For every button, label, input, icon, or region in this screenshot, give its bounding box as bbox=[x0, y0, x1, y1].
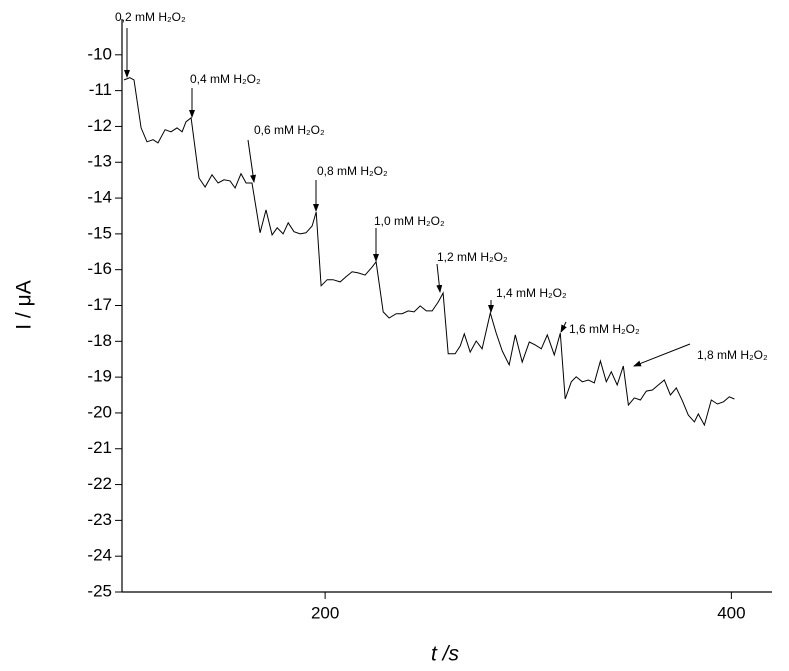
y-tick-label: -23 bbox=[87, 510, 112, 529]
y-tick-label: -19 bbox=[87, 367, 112, 386]
data-line bbox=[123, 77, 735, 427]
y-tick-label: -20 bbox=[87, 402, 112, 421]
y-tick-label: -16 bbox=[87, 259, 112, 278]
annotation: 1,4 mM H₂O₂ bbox=[496, 286, 567, 300]
y-tick-label: -15 bbox=[87, 223, 112, 242]
y-tick-label: -10 bbox=[87, 44, 112, 63]
y-tick-label: -17 bbox=[87, 295, 112, 314]
y-tick-label: -24 bbox=[87, 546, 112, 565]
annotation: 1,6 mM H₂O₂ bbox=[569, 322, 640, 336]
y-tick-label: -25 bbox=[87, 581, 112, 600]
y-tick-label: -12 bbox=[87, 116, 112, 135]
y-tick-label: -11 bbox=[89, 80, 112, 99]
annotation-arrow bbox=[247, 139, 256, 183]
y-axis-label: I / μA bbox=[13, 280, 36, 329]
annotation: 1,8 mM H₂O₂ bbox=[697, 348, 768, 362]
annotation-arrow bbox=[560, 321, 567, 333]
y-tick-label: -22 bbox=[87, 474, 112, 493]
annotation: 1,2 mM H₂O₂ bbox=[437, 250, 508, 264]
annotation: 0,6 mM H₂O₂ bbox=[254, 123, 325, 137]
x-tick-label: 200 bbox=[311, 603, 339, 622]
y-tick-label: -14 bbox=[87, 188, 112, 207]
y-tick-label: -21 bbox=[87, 438, 112, 457]
y-tick-label: -13 bbox=[87, 152, 112, 171]
x-tick-label: 400 bbox=[717, 603, 745, 622]
annotation-arrow bbox=[633, 343, 691, 367]
y-tick-label: -18 bbox=[87, 331, 112, 350]
annotation: 0,8 mM H₂O₂ bbox=[317, 164, 388, 178]
x-axis-label: t /s bbox=[431, 643, 460, 666]
annotation: 1,0 mM H₂O₂ bbox=[374, 214, 445, 228]
annotation: 0,2 mM H₂O₂ bbox=[115, 10, 186, 24]
annotation: 0,4 mM H₂O₂ bbox=[190, 72, 261, 86]
annotation-arrow bbox=[436, 263, 443, 293]
